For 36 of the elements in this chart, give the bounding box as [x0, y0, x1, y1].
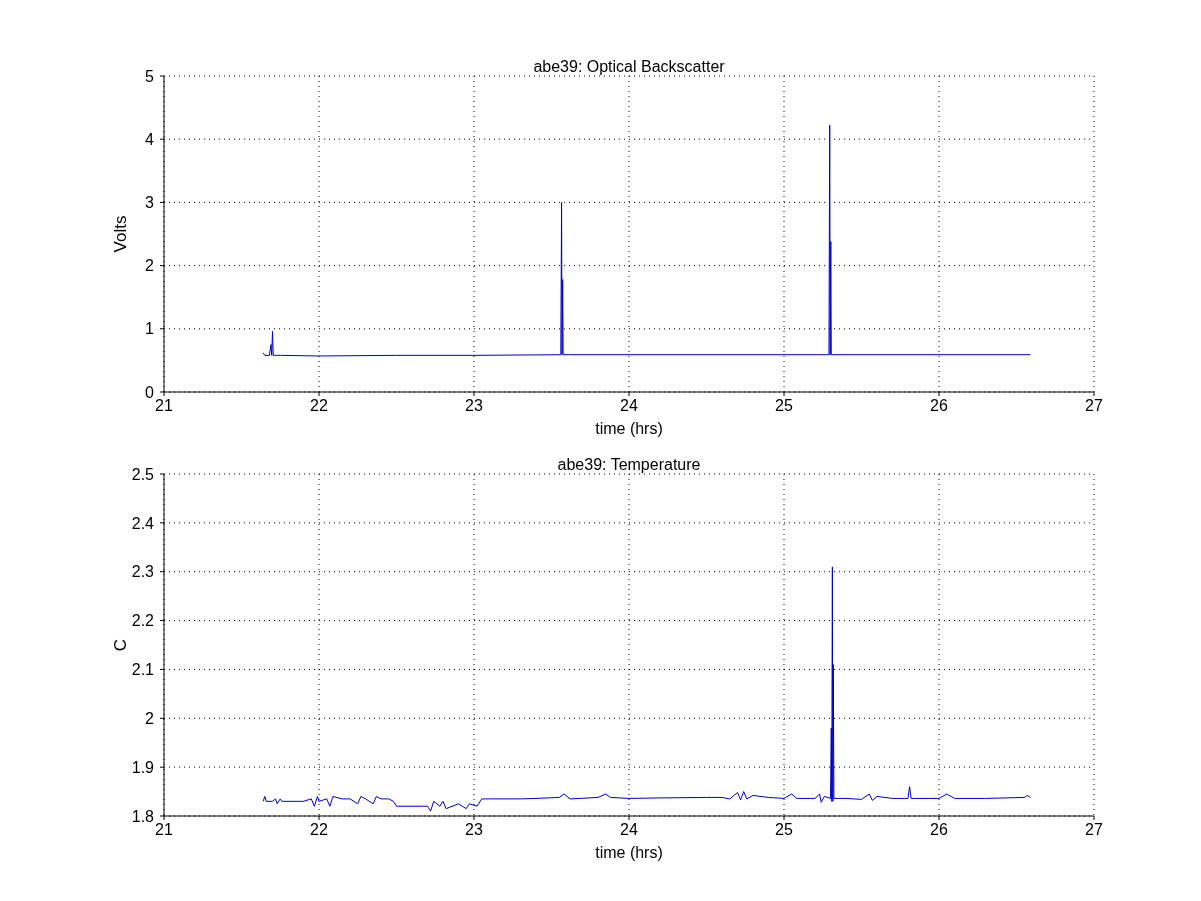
y-tick-label: 2.1: [131, 661, 155, 679]
y-tick-label: 1: [145, 320, 155, 338]
x-tick-label: 23: [465, 821, 483, 839]
y-tick-label: 0: [145, 383, 155, 401]
x-tick-label: 25: [775, 821, 793, 839]
x-tick-label: 22: [310, 397, 328, 415]
y-tick-label: 4: [145, 130, 155, 148]
y-tick-label: 1.9: [131, 758, 155, 776]
y-tick-label: 5: [145, 67, 155, 85]
y-tick-label: 2: [145, 257, 155, 275]
x-tick-label: 26: [930, 821, 948, 839]
y-tick-label: 2: [145, 709, 155, 727]
y-tick-label: 1.8: [131, 807, 155, 825]
line-series: [262, 124, 1031, 357]
x-axis-title: time (hrs): [595, 844, 663, 861]
x-axis-title: time (hrs): [595, 420, 663, 437]
x-tick-label: 27: [1085, 397, 1103, 415]
x-tick-label: 27: [1085, 821, 1103, 839]
chart-title: abe39: Temperature: [556, 456, 702, 475]
x-tick-label: 22: [310, 821, 328, 839]
line-series: [262, 566, 1031, 812]
y-tick-label: 2.4: [131, 514, 155, 532]
y-tick-label: 3: [145, 194, 155, 212]
x-tick-label: 21: [155, 821, 173, 839]
x-tick-label: 24: [620, 821, 638, 839]
y-tick-label: 2.2: [131, 612, 155, 630]
x-tick-label: 25: [775, 397, 793, 415]
x-tick-label: 24: [620, 397, 638, 415]
x-tick-label: 21: [155, 397, 173, 415]
y-axis-title: Volts: [111, 215, 131, 253]
y-axis-title: C: [111, 638, 131, 652]
x-tick-label: 26: [930, 397, 948, 415]
x-tick-label: 23: [465, 397, 483, 415]
y-tick-label: 2.3: [131, 563, 155, 581]
chart-title: abe39: Optical Backscatter: [532, 58, 726, 77]
y-tick-label: 2.5: [131, 465, 155, 483]
